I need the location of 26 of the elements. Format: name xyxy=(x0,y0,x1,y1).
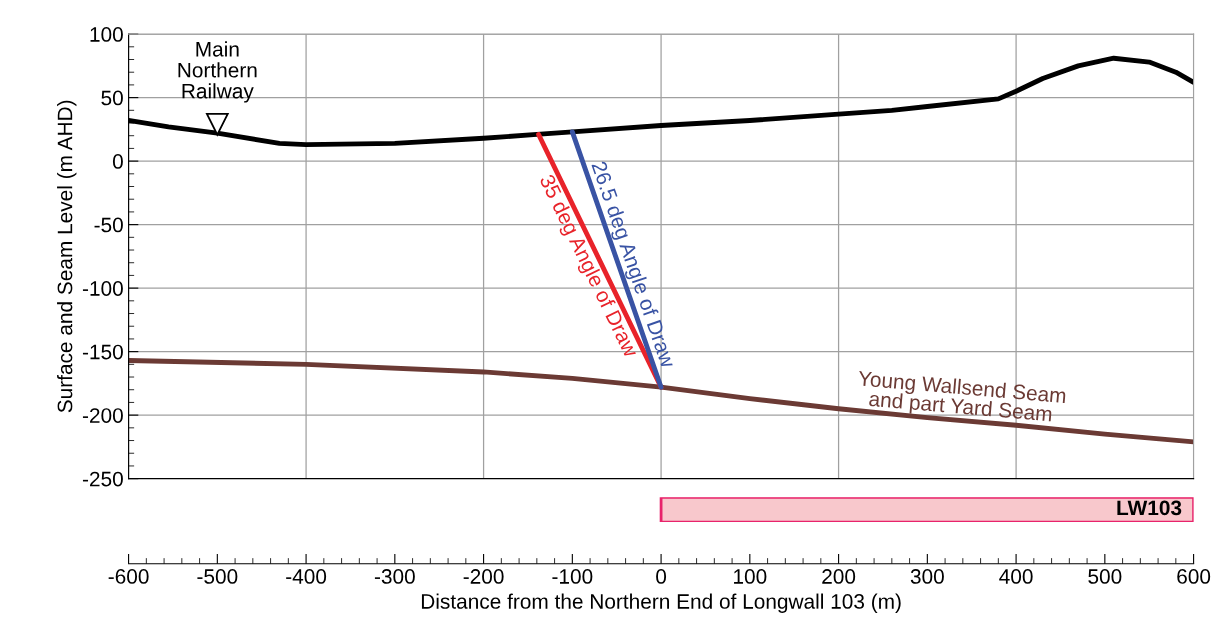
y-axis-title: Surface and Seam Level (m AHD) xyxy=(57,100,77,413)
x-tick-label: -100 xyxy=(552,569,593,584)
x-tick-label: 200 xyxy=(822,569,856,584)
x-tick-label: 0 xyxy=(656,569,667,584)
x-tick-label: 400 xyxy=(999,569,1033,584)
x-axis-title: Distance from the Northern End of Longwall 103 (m) xyxy=(421,593,901,613)
y-tick-label: -100 xyxy=(82,281,123,296)
y-tick-label: 100 xyxy=(90,27,123,42)
x-tick-label: -600 xyxy=(108,569,149,584)
x-tick-label: 600 xyxy=(1177,569,1211,584)
y-tick-label: 50 xyxy=(101,90,123,106)
y-tick-label: -50 xyxy=(94,217,123,233)
annotation: Main Northern Railway xyxy=(178,41,257,103)
series-label: Young Wallsend Seam and part Yard Seam xyxy=(857,370,1066,426)
y-tick-label: -200 xyxy=(82,408,123,423)
x-tick-label: -200 xyxy=(463,569,504,584)
x-tick-label: 100 xyxy=(734,569,767,584)
x-tick-label: 300 xyxy=(910,569,944,584)
x-tick-label: -300 xyxy=(374,569,415,584)
x-tick-label: -500 xyxy=(197,569,238,584)
y-tick-label: -250 xyxy=(82,471,123,487)
x-tick-label: 500 xyxy=(1088,569,1122,584)
y-tick-label: 0 xyxy=(112,154,123,169)
x-tick-label: -400 xyxy=(286,569,327,584)
data-label: LW103 xyxy=(1117,500,1182,516)
y-tick-label: -150 xyxy=(82,344,123,360)
